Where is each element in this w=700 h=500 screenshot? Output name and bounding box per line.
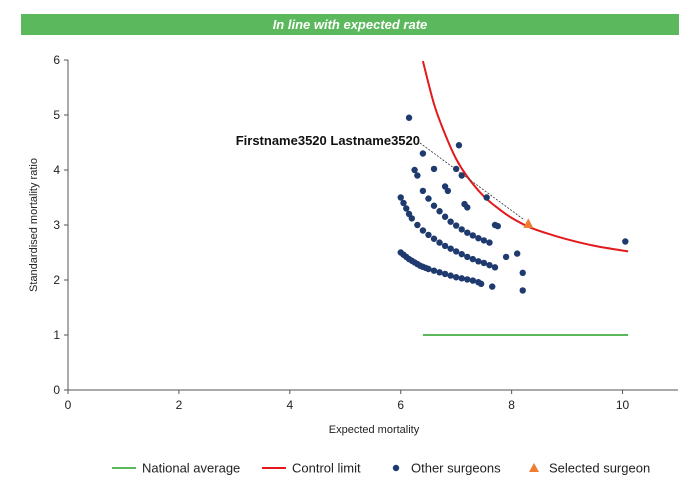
surgeon-point[interactable] [441,213,449,220]
surgeon-point[interactable] [419,187,427,195]
surgeon-point[interactable] [405,114,413,121]
y-tick-label: 1 [53,328,60,342]
surgeon-point[interactable] [458,172,465,179]
legend-swatch [392,464,400,472]
y-tick-label: 4 [53,163,60,177]
annotation-label: Firstname3520 Lastname3520 [236,133,420,148]
x-tick-label: 0 [65,398,72,412]
surgeon-point[interactable] [483,194,490,201]
surgeon-point[interactable] [480,237,488,244]
surgeon-point[interactable] [622,238,629,245]
surgeon-point[interactable] [419,150,427,157]
surgeon-point[interactable] [480,259,488,267]
surgeon-point[interactable] [458,275,465,282]
selected-surgeon-marker[interactable] [523,218,534,228]
plot-axes [64,59,678,394]
surgeon-point[interactable] [419,227,427,234]
x-tick-label: 6 [397,398,404,412]
y-tick-label: 0 [53,383,60,397]
surgeon-point[interactable] [458,250,465,258]
x-tick-label: 4 [286,398,293,412]
surgeon-point[interactable] [441,270,449,278]
surgeon-point[interactable] [469,232,477,239]
series-control-limit [421,60,629,253]
surgeon-point[interactable] [502,253,510,261]
surgeon-point[interactable] [397,194,404,201]
legend-label: National average [142,461,240,476]
annotation-layer: Firstname3520 Lastname3520 [236,133,525,221]
surgeon-point[interactable] [452,248,460,255]
surgeon-point[interactable] [436,269,443,276]
surgeon-point[interactable] [475,235,482,242]
surgeon-point[interactable] [469,277,477,284]
control-limit-line [421,60,629,253]
surgeon-point[interactable] [411,166,418,174]
surgeon-point[interactable] [452,165,460,173]
legend-swatch [529,463,539,472]
surgeon-point[interactable] [491,264,499,271]
surgeon-point[interactable] [475,258,482,265]
surgeon-point[interactable] [436,208,443,215]
series-layer [397,60,629,336]
y-tick-label: 3 [53,218,60,232]
legend-item-national-average: National average [112,461,240,476]
surgeon-point[interactable] [452,222,460,229]
x-tick-label: 2 [176,398,183,412]
x-tick-label: 8 [508,398,515,412]
surgeon-point[interactable] [489,283,496,290]
surgeon-point[interactable] [430,165,438,173]
surgeon-point[interactable] [441,242,449,250]
surgeon-point[interactable] [425,195,432,202]
surgeon-point[interactable] [408,215,416,222]
x-tick-label: 10 [616,398,630,412]
surgeon-point[interactable] [430,202,438,209]
y-tick-label: 5 [53,108,60,122]
status-banner: In line with expected rate [21,14,679,35]
legend-label: Other surgeons [411,461,501,476]
y-tick-label: 2 [53,273,60,287]
surgeon-point[interactable] [400,199,407,207]
surgeon-point[interactable] [447,218,454,225]
surgeon-point[interactable] [430,235,438,242]
series-selected-surgeon [523,218,534,228]
surgeon-point[interactable] [414,172,421,179]
surgeon-point[interactable] [519,287,526,294]
surgeon-point[interactable] [447,272,454,279]
surgeon-point[interactable] [469,255,477,263]
surgeon-point[interactable] [519,269,526,277]
surgeon-point[interactable] [425,265,432,273]
surgeon-point[interactable] [464,204,471,211]
legend-label: Selected surgeon [549,461,650,476]
surgeon-point[interactable] [486,261,493,269]
surgeon-point[interactable] [464,276,471,283]
surgeon-point[interactable] [444,187,452,195]
legend-item-control-limit: Control limit [262,461,361,476]
legend: National average Control limit Other surge… [112,461,650,476]
surgeon-point[interactable] [452,274,460,281]
surgeon-point[interactable] [494,222,501,230]
surgeon-point[interactable] [513,250,521,257]
legend-label: Control limit [292,461,361,476]
tick-labels: 0 1 2 3 4 5 6 0 2 4 6 8 10 [53,53,629,412]
y-tick-label: 6 [53,53,60,67]
surgeon-point[interactable] [486,239,493,246]
legend-item-other-surgeons: Other surgeons [392,461,501,476]
series-other-surgeons [397,114,629,294]
x-axis-label: Expected mortality [329,424,420,436]
y-axis-label: Standardised mortality ratio [28,158,40,292]
surgeon-point[interactable] [455,142,463,149]
surgeon-point[interactable] [425,231,432,239]
surgeon-point[interactable] [436,239,443,246]
surgeon-point[interactable] [414,221,421,229]
surgeon-point[interactable] [477,280,485,288]
surgeon-point[interactable] [430,267,438,274]
surgeon-point[interactable] [403,205,410,212]
surgeon-point[interactable] [464,229,471,236]
surgeon-point[interactable] [464,253,471,261]
legend-item-selected-surgeon: Selected surgeon [529,461,650,476]
annotation-leader [419,142,525,221]
surgeon-point[interactable] [447,245,454,252]
surgeon-point[interactable] [458,226,465,233]
